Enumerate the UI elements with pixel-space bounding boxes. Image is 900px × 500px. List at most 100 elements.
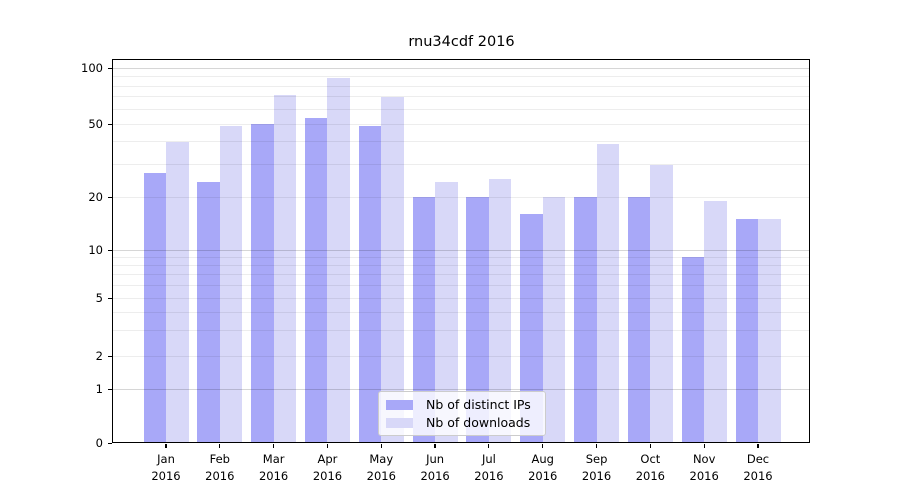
y-tick-label: 50 [88, 117, 103, 131]
x-tick-mark [380, 444, 382, 448]
x-tick-label: Nov 2016 [676, 451, 732, 484]
bar-downloads-aug [542, 197, 566, 443]
bar-distinct-ips-may [358, 125, 382, 443]
x-tick-month: May [369, 452, 394, 466]
y-tick-label: 0 [95, 436, 103, 450]
x-tick-year: 2016 [312, 468, 343, 483]
legend-item-distinct-ips: Nb of distinct IPs [386, 397, 537, 412]
x-tick-mark [649, 444, 651, 448]
y-gridline-minor [113, 311, 810, 313]
x-tick-year: 2016 [474, 468, 504, 483]
y-tick-label: 1 [95, 382, 103, 396]
y-tick-mark [108, 297, 112, 299]
bar-distinct-ips-jan [143, 173, 166, 443]
x-tick-year: 2016 [581, 468, 612, 483]
y-gridline-minor [113, 284, 810, 286]
bar-downloads-dec [758, 218, 781, 443]
y-tick-label: 10 [88, 243, 103, 257]
x-tick-month: Aug [531, 452, 554, 466]
x-tick-month: Apr [317, 452, 338, 466]
x-tick-label: Feb 2016 [192, 451, 248, 484]
y-tick-mark [108, 355, 112, 357]
y-gridline-minor [113, 329, 810, 331]
x-tick-year: 2016 [258, 468, 289, 483]
legend: Nb of distinct IPs Nb of downloads [378, 391, 546, 436]
x-tick-label: Jul 2016 [461, 451, 517, 484]
x-tick-mark [488, 444, 490, 448]
y-tick-label: 2 [95, 349, 103, 363]
x-tick-label: Jun 2016 [407, 451, 463, 484]
y-tick-mark [108, 249, 112, 251]
y-gridline-minor [113, 355, 810, 357]
legend-item-downloads: Nb of downloads [386, 415, 537, 430]
x-tick-mark [219, 444, 221, 448]
y-gridline-minor [113, 123, 810, 125]
bar-distinct-ips-apr [304, 117, 328, 443]
x-tick-month: Jul [481, 452, 496, 466]
bar-downloads-apr [327, 78, 350, 443]
bar-downloads-feb [219, 125, 243, 443]
bar-downloads-sep [596, 143, 620, 443]
x-tick-mark [434, 444, 436, 448]
y-tick-mark [108, 388, 112, 390]
x-tick-year: 2016 [689, 468, 719, 483]
x-tick-year: 2016 [528, 468, 558, 483]
x-tick-month: Dec [746, 452, 770, 466]
x-tick-label: Dec 2016 [730, 451, 786, 484]
y-gridline-minor [113, 274, 810, 276]
y-gridline-minor [113, 256, 810, 258]
bar-distinct-ips-jul [466, 197, 489, 443]
y-tick-label: 100 [81, 61, 103, 75]
bar-downloads-jul [488, 179, 512, 443]
bar-downloads-jun [435, 182, 458, 443]
x-tick-year: 2016 [151, 468, 181, 483]
legend-swatch-distinct-ips-icon [386, 399, 413, 410]
y-gridline-minor [113, 76, 810, 77]
y-tick-mark [108, 196, 112, 198]
x-tick-mark [542, 444, 544, 448]
bar-downloads-may [381, 96, 404, 443]
x-tick-label: May 2016 [353, 451, 409, 484]
x-tick-mark [326, 444, 329, 448]
y-gridline-minor [113, 196, 810, 198]
y-gridline-major [113, 249, 810, 251]
x-tick-year: 2016 [366, 468, 396, 483]
y-tick-mark [108, 123, 112, 125]
x-tick-month: Nov [692, 452, 716, 466]
x-tick-month: Jan [157, 452, 175, 466]
bar-distinct-ips-aug [520, 214, 543, 443]
legend-swatch-downloads-icon [386, 417, 413, 428]
legend-label-downloads: Nb of downloads [426, 415, 531, 430]
bar-downloads-nov [704, 200, 727, 443]
x-tick-label: Mar 2016 [246, 451, 302, 484]
bar-downloads-jan [166, 141, 189, 443]
bar-distinct-ips-nov [681, 257, 705, 443]
y-gridline-minor [113, 141, 810, 143]
y-tick-mark [108, 442, 112, 444]
x-tick-mark [595, 444, 598, 448]
x-tick-year: 2016 [205, 468, 235, 483]
x-tick-mark [165, 444, 167, 448]
y-gridline-major [113, 67, 810, 69]
x-tick-mark [273, 444, 275, 448]
bar-downloads-mar [273, 94, 297, 443]
y-gridline-minor [113, 264, 810, 266]
y-gridline-major [113, 388, 810, 390]
x-tick-year: 2016 [420, 468, 450, 483]
x-tick-month: Jun [426, 452, 445, 466]
bar-distinct-ips-oct [627, 197, 651, 443]
x-tick-year: 2016 [635, 468, 665, 483]
y-gridline-minor [113, 164, 810, 166]
bar-distinct-ips-dec [735, 218, 758, 443]
x-tick-month: Mar [262, 452, 285, 466]
bar-distinct-ips-sep [574, 197, 597, 443]
chart-title: rnu34cdf 2016 [408, 34, 515, 50]
x-tick-month: Feb [209, 452, 230, 466]
bar-distinct-ips-mar [251, 124, 274, 443]
x-tick-label: Oct 2016 [622, 451, 678, 484]
x-tick-label: Sep 2016 [569, 451, 625, 484]
x-tick-label: Jan 2016 [138, 451, 194, 484]
x-tick-mark [703, 444, 705, 448]
x-tick-month: Sep [585, 452, 608, 466]
